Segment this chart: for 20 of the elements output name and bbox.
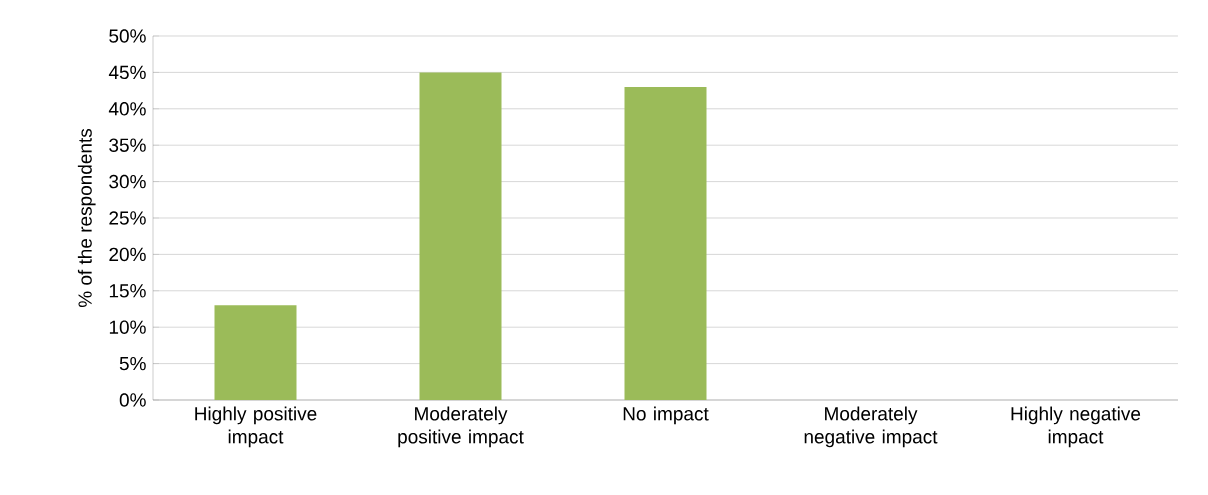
- y-tick-label: 0%: [119, 393, 146, 407]
- y-tick-label: 50%: [109, 29, 146, 43]
- y-tick-label: 30%: [109, 174, 146, 189]
- x-tick-label: No impact: [623, 406, 709, 425]
- bar: [624, 86, 707, 400]
- x-tick-label: Highly negative impact: [1011, 406, 1141, 448]
- bar: [419, 72, 502, 400]
- y-tick-label: 10%: [109, 320, 146, 334]
- y-axis-title: % of the respondents: [77, 128, 96, 308]
- bar: [214, 305, 297, 400]
- y-tick-label: 15%: [109, 284, 146, 298]
- y-tick-label: 45%: [108, 65, 146, 80]
- x-tick-label: Highly positive impact: [195, 406, 317, 448]
- x-tick-label: Moderately positive impact: [398, 406, 524, 448]
- y-tick-label: 35%: [109, 138, 146, 152]
- y-tick-label: 40%: [108, 102, 146, 116]
- y-tick-label: 20%: [109, 247, 146, 262]
- y-tick-label: 25%: [109, 211, 146, 225]
- x-tick-label: Moderately negative impact: [804, 406, 938, 448]
- y-tick-label: 5%: [119, 356, 146, 371]
